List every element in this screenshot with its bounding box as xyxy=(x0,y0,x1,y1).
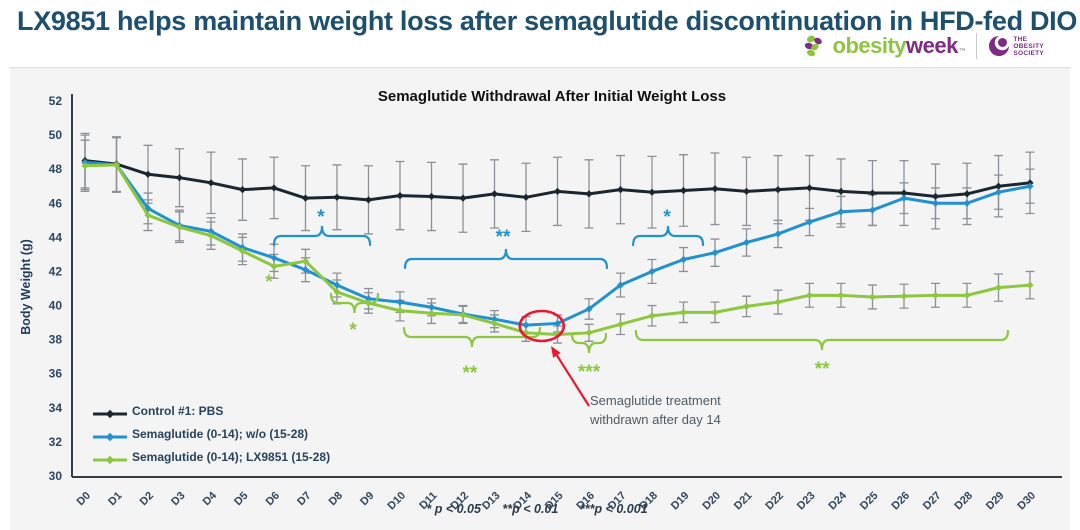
svg-text:*: * xyxy=(663,207,671,228)
svg-text:38: 38 xyxy=(49,333,63,347)
legend-item-semaglutide-lx9851: Semaglutide (0-14); LX9851 (15-28) xyxy=(92,445,330,468)
svg-text:52: 52 xyxy=(49,94,63,108)
legend-label: Semaglutide (0-14); LX9851 (15-28) xyxy=(132,449,331,464)
withdrawal-highlight-circle xyxy=(518,309,566,343)
obesity-society-icon xyxy=(989,36,1010,56)
legend-label: Semaglutide (0-14); w/o (15-28) xyxy=(132,426,309,441)
svg-text:40: 40 xyxy=(49,299,63,313)
obesityweek-flower-icon xyxy=(802,33,826,59)
legend-item-control: Control #1: PBS xyxy=(92,399,330,422)
svg-text:D30: D30 xyxy=(1015,490,1038,513)
svg-text:**: ** xyxy=(463,363,478,384)
svg-text:36: 36 xyxy=(49,367,63,381)
svg-text:42: 42 xyxy=(49,264,63,278)
obesity-society-logo: THE OBESITY SOCIETY xyxy=(988,35,1044,57)
significance-footnote: * p < 0.05 **p < 0.01 ***p < 0.001 xyxy=(426,502,648,516)
page-title: LX9851 helps maintain weight loss after … xyxy=(17,6,1080,36)
svg-text:***: *** xyxy=(578,362,601,383)
series-2 xyxy=(80,136,1035,344)
svg-text:**: ** xyxy=(496,227,511,248)
axes xyxy=(71,94,1062,478)
chart-panel xyxy=(10,67,1070,530)
svg-text:50: 50 xyxy=(49,128,63,142)
svg-text:32: 32 xyxy=(49,435,63,449)
y-axis-ticks: 30 32 34 36 38 40 42 44 46 48 50 52 xyxy=(49,94,63,483)
withdrawal-arrow xyxy=(551,346,590,407)
chart-legend: Control #1: PBS Semaglutide (0-14); w/o … xyxy=(92,399,330,468)
series-line-0 xyxy=(81,157,1034,204)
significance-marks: ******* *** *** xyxy=(265,207,1010,384)
svg-text:*: * xyxy=(265,272,273,293)
obesityweek-logo: obesity week ™ THE OBESITY SOCIETY xyxy=(802,33,1045,59)
annotation-line1: Semaglutide treatment xyxy=(590,393,721,408)
legend-marker-semaglutide-lx9851-icon xyxy=(92,452,128,464)
annotation-line2: withdrawn after day 14 xyxy=(590,412,721,427)
series-line-2 xyxy=(81,161,1034,339)
legend-label: Control #1: PBS xyxy=(132,403,224,418)
svg-text:44: 44 xyxy=(49,230,63,244)
legend-marker-control-icon xyxy=(92,406,128,418)
legend-marker-semaglutide-wo-icon xyxy=(92,429,128,441)
svg-text:30: 30 xyxy=(49,469,63,483)
svg-text:34: 34 xyxy=(49,401,63,415)
svg-text:*: * xyxy=(317,207,325,228)
legend-item-semaglutide-wo: Semaglutide (0-14); w/o (15-28) xyxy=(92,422,330,445)
svg-text:46: 46 xyxy=(49,196,63,210)
svg-text:**: ** xyxy=(815,359,830,380)
svg-text:*: * xyxy=(349,320,357,341)
obesityweek-wordmark: obesity week ™ xyxy=(832,33,966,58)
chart-title: Semaglutide Withdrawal After Initial Wei… xyxy=(377,88,727,105)
logo-divider xyxy=(976,33,978,59)
svg-text:48: 48 xyxy=(49,162,63,176)
y-axis-title: Body Weight (g) xyxy=(19,239,33,335)
withdrawal-annotation: Semaglutide treatment withdrawn after da… xyxy=(590,391,721,429)
series-0 xyxy=(80,132,1035,235)
